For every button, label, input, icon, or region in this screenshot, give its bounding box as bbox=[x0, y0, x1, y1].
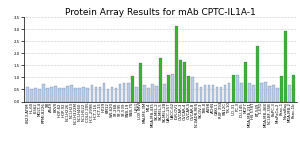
Bar bbox=[260, 84, 263, 102]
Bar bbox=[131, 76, 134, 102]
Bar bbox=[147, 88, 150, 101]
Bar bbox=[38, 89, 41, 102]
Bar bbox=[91, 85, 93, 102]
Bar bbox=[94, 87, 97, 102]
Bar bbox=[46, 88, 49, 101]
Bar bbox=[99, 87, 101, 102]
Bar bbox=[50, 87, 53, 102]
Bar bbox=[42, 84, 45, 101]
Bar bbox=[292, 75, 295, 101]
Bar bbox=[240, 84, 243, 102]
Bar bbox=[264, 82, 267, 101]
Bar bbox=[216, 87, 218, 102]
Bar bbox=[183, 62, 186, 102]
Bar bbox=[220, 87, 222, 102]
Bar bbox=[82, 87, 85, 102]
Bar bbox=[179, 60, 182, 102]
Bar bbox=[103, 84, 105, 102]
Bar bbox=[204, 85, 206, 102]
Bar bbox=[151, 84, 154, 101]
Bar bbox=[54, 86, 57, 101]
Bar bbox=[272, 85, 275, 102]
Bar bbox=[191, 77, 194, 102]
Bar bbox=[66, 86, 69, 101]
Bar bbox=[196, 83, 198, 101]
Bar bbox=[62, 88, 65, 101]
Bar bbox=[78, 88, 81, 101]
Bar bbox=[135, 87, 138, 102]
Bar bbox=[159, 58, 162, 102]
Bar bbox=[236, 75, 238, 101]
Bar bbox=[115, 88, 117, 102]
Bar bbox=[188, 76, 190, 102]
Bar bbox=[224, 85, 226, 102]
Bar bbox=[288, 85, 291, 102]
Bar bbox=[111, 87, 113, 102]
Bar bbox=[284, 31, 287, 102]
Bar bbox=[107, 89, 109, 102]
Bar bbox=[208, 85, 210, 102]
Title: Protein Array Results for mAb CPTC-IL1A-1: Protein Array Results for mAb CPTC-IL1A-… bbox=[65, 8, 256, 17]
Bar bbox=[244, 62, 247, 102]
Bar bbox=[200, 87, 202, 102]
Bar bbox=[171, 74, 174, 102]
Bar bbox=[58, 88, 61, 102]
Bar bbox=[30, 89, 33, 102]
Bar bbox=[74, 88, 77, 102]
Bar bbox=[256, 46, 259, 102]
Bar bbox=[163, 84, 166, 101]
Bar bbox=[228, 83, 230, 101]
Bar bbox=[70, 85, 73, 102]
Bar bbox=[280, 76, 283, 102]
Bar bbox=[167, 75, 170, 102]
Bar bbox=[276, 88, 279, 102]
Bar bbox=[123, 84, 125, 102]
Bar bbox=[155, 86, 158, 101]
Bar bbox=[252, 85, 255, 102]
Bar bbox=[139, 63, 142, 102]
Bar bbox=[26, 87, 28, 102]
Bar bbox=[248, 83, 251, 101]
Bar bbox=[268, 86, 271, 101]
Bar bbox=[34, 88, 37, 102]
Bar bbox=[119, 84, 122, 101]
Bar bbox=[232, 75, 235, 101]
Bar bbox=[127, 83, 130, 101]
Bar bbox=[143, 85, 146, 102]
Bar bbox=[86, 88, 89, 102]
Bar bbox=[175, 26, 178, 102]
Bar bbox=[212, 85, 214, 102]
